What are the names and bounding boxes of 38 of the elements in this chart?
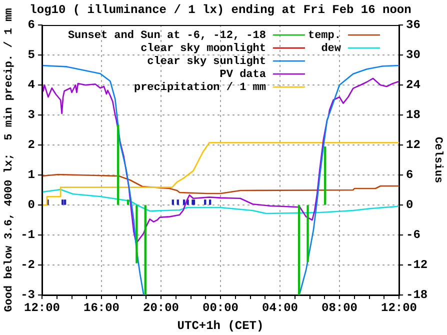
y2-tick-label: 12 <box>406 138 420 152</box>
y2-tick-label: 0 <box>406 198 414 212</box>
legend-label: Sunset and Sun at -6, -12, -18 <box>68 30 266 42</box>
y2-axis-title: Celsius <box>432 136 444 184</box>
y2-tick-label: -18 <box>406 288 428 302</box>
legend-label: dew <box>321 42 342 55</box>
y2-tick-label: -12 <box>406 258 428 272</box>
x-tick-label: 04:00 <box>262 301 298 316</box>
x-tick-label: 00:00 <box>202 301 239 316</box>
y2-tick-label: 30 <box>406 48 420 62</box>
y-tick-label: 5 <box>28 48 35 62</box>
x-axis-title: UTC+1h (CET) <box>177 318 264 333</box>
y2-tick-label: 36 <box>406 18 420 32</box>
y-tick-label: 1 <box>28 168 35 182</box>
x-tick-label: 16:00 <box>83 301 120 316</box>
x-tick-label: 12:00 <box>380 301 418 316</box>
y2-tick-label: -6 <box>406 228 420 242</box>
legend-label: clear sky moonlight <box>140 42 266 55</box>
x-tick-label: 20:00 <box>142 301 180 316</box>
y-tick-label: -1 <box>20 228 35 242</box>
y-tick-label: 6 <box>28 18 35 32</box>
legend-label: temp. <box>308 30 341 42</box>
y-tick-label: 3 <box>28 108 35 122</box>
y2-tick-label: 6 <box>406 168 414 182</box>
y-tick-label: 0 <box>28 198 35 212</box>
y-tick-label: 2 <box>28 138 35 152</box>
y-tick-label: -3 <box>20 288 35 302</box>
legend-label: precipitation / 1 mm <box>134 82 266 94</box>
legend-label: clear sky sunlight <box>147 56 266 68</box>
x-tick-label: 08:00 <box>321 301 358 316</box>
y2-tick-label: 18 <box>406 108 420 122</box>
x-tick-label: 12:00 <box>24 301 60 316</box>
y-tick-label: -2 <box>20 258 35 272</box>
y2-tick-label: 24 <box>406 78 420 92</box>
chart-title: log10 ( illuminance / 1 lx) ending at Fri Feb 16 noon <box>30 3 412 18</box>
y-axis-title: Good below 3.6, 4000 lx; 5 min precip. / 1 mm <box>3 8 16 312</box>
y-tick-label: 4 <box>28 78 35 92</box>
legend-label: PV data <box>220 68 266 81</box>
